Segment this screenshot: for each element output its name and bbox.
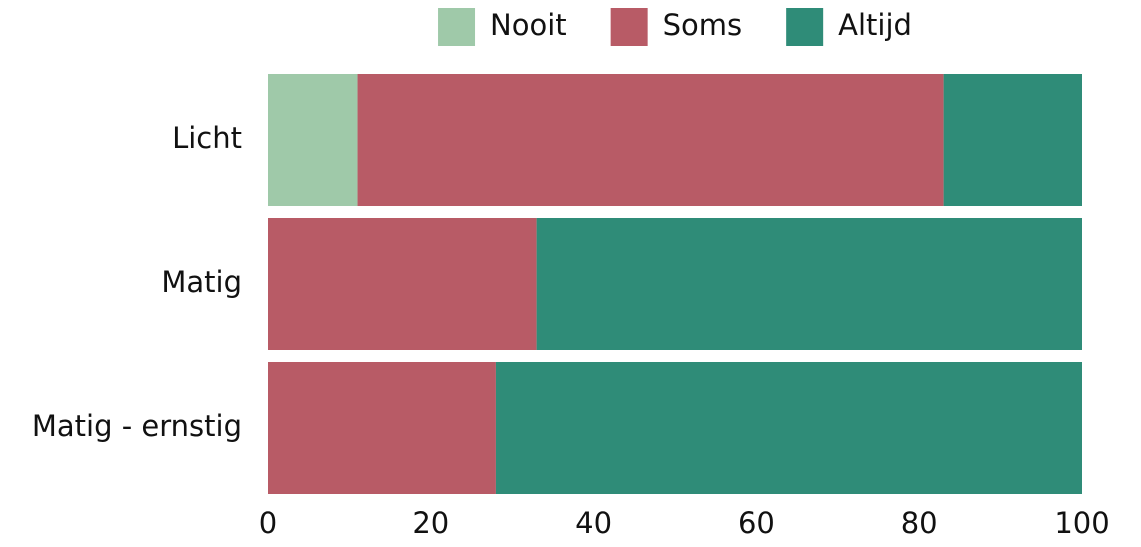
x-tick-label: 60: [738, 506, 775, 540]
x-tick-label: 100: [1054, 506, 1109, 540]
y-tick-label: Licht: [172, 121, 242, 155]
bar-segment: [495, 362, 1082, 494]
y-tick-label: Matig - ernstig: [32, 409, 242, 443]
bar-segment: [268, 362, 496, 494]
legend-label: Altijd: [838, 8, 912, 42]
x-tick-label: 40: [575, 506, 612, 540]
x-tick-label: 20: [412, 506, 449, 540]
bar-segment: [268, 218, 537, 350]
x-tick-label: 80: [901, 506, 938, 540]
legend-swatch: [610, 8, 648, 46]
bar-segment: [943, 74, 1082, 206]
legend-label: Nooit: [490, 8, 567, 42]
y-tick-label: Matig: [161, 265, 242, 299]
legend-swatch: [438, 8, 476, 46]
legend-label: Soms: [663, 8, 743, 42]
legend-swatch: [786, 8, 824, 46]
legend: Nooit Soms Altijd: [438, 8, 912, 46]
bar-segment: [268, 74, 358, 206]
x-tick-label: 0: [259, 506, 277, 540]
bar-segment: [536, 218, 1082, 350]
bar-segment: [357, 74, 944, 206]
